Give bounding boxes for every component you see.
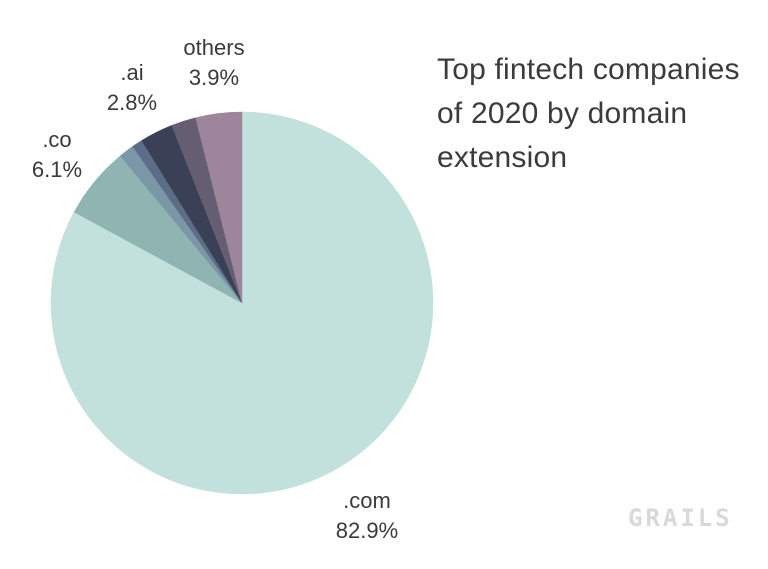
chart-title-line-1: Top fintech companies: [437, 53, 740, 86]
chart-title-line-3: extension: [437, 141, 568, 174]
pie-slice-others: [195, 111, 243, 304]
callout-com: .com 82.9%: [336, 486, 398, 546]
slice-pct-ai: 2.8%: [106, 90, 158, 115]
slice-pct-others: 3.9%: [188, 65, 240, 90]
chart-title: Top fintech companies of 2020 by domain …: [437, 48, 767, 180]
callout-co: .co 6.1%: [32, 125, 82, 185]
slice-pct-com: 82.9%: [335, 518, 399, 543]
chart-title-line-2: of 2020 by domain: [437, 97, 688, 130]
slice-name-co: .co: [42, 127, 72, 152]
slice-pct-co: 6.1%: [31, 157, 83, 182]
slice-name-ai: .ai: [120, 60, 144, 85]
slice-name-others: others: [183, 35, 245, 60]
callout-others: others 3.9%: [183, 33, 244, 93]
callout-ai: .ai 2.8%: [107, 58, 157, 118]
grails-logo: GRAILS: [628, 504, 733, 532]
slice-name-com: .com: [343, 488, 391, 513]
